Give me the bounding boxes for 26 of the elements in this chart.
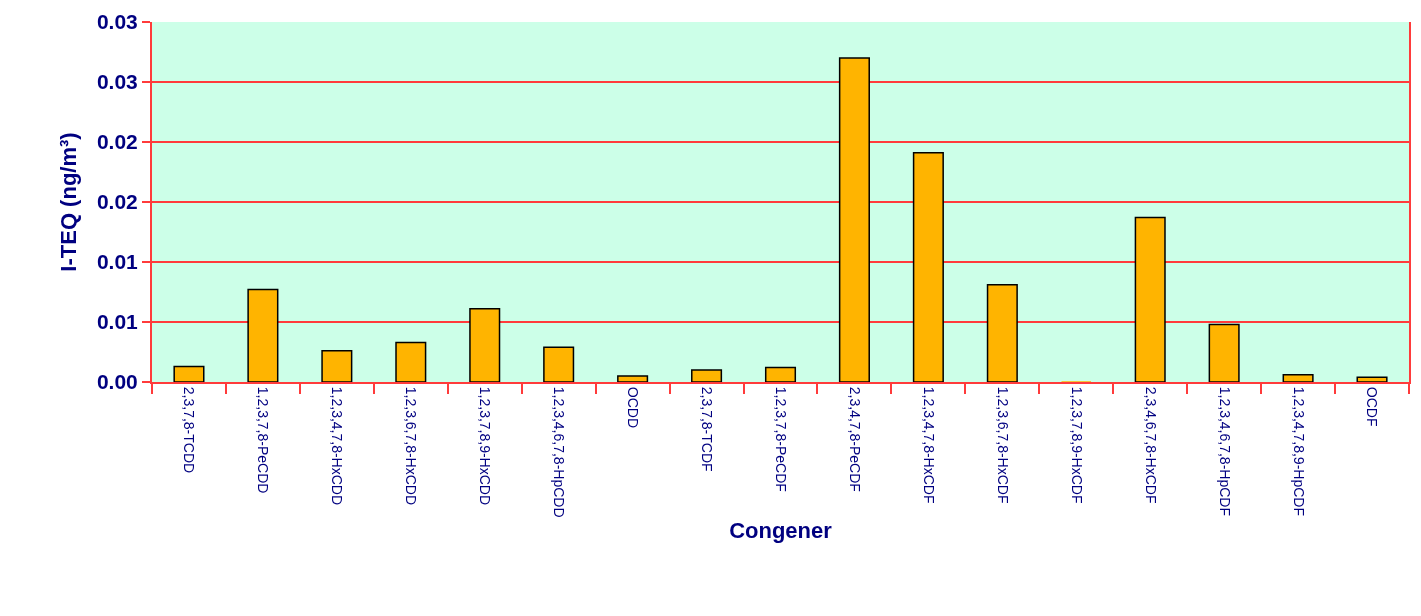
x-tick-label: 1,2,3,4,6,7,8-HpCDD (551, 386, 568, 518)
x-tick-label: 1,2,3,7,8-PeCDF (772, 386, 789, 492)
y-axis-title: I-TEQ (ng/m³) (56, 132, 82, 272)
x-tick-label: 2,3,4,7,8-PeCDF (846, 386, 863, 492)
y-tick-label: 0.03 (96, 70, 138, 94)
x-tick-label: 1,2,3,6,7,8-HxCDF (994, 386, 1011, 504)
x-tick-label: OCDD (625, 386, 642, 429)
x-tick-label: 1,2,3,7,8,9-HxCDD (477, 386, 494, 506)
x-tick-label: 1,2,3,4,7,8,9-HpCDF (1290, 386, 1307, 516)
x-tick-label: 2,3,7,8-TCDD (181, 386, 198, 474)
x-tick-label: 1,2,3,7,8,9-HxCDF (1068, 386, 1085, 504)
x-tick-label: 1,2,3,6,7,8-HxCDD (403, 386, 420, 506)
y-tick-label: 0.00 (96, 370, 138, 394)
y-tick-label: 0.02 (96, 190, 138, 214)
y-tick-label: 0.01 (96, 310, 139, 334)
x-tick-label: OCDF (1364, 386, 1381, 427)
x-tick-label: 2,3,7,8-TCDF (699, 386, 716, 472)
x-tick-label: 1,2,3,7,8-PeCDD (255, 386, 272, 494)
x-axis-title: Congener (729, 517, 833, 543)
x-tick-label: 2,3,4,6,7,8-HxCDF (1142, 386, 1159, 504)
y-tick-label: 0.03 (96, 10, 138, 34)
x-tick-label: 1,2,3,4,7,8-HxCDD (329, 386, 346, 506)
y-tick-label: 0.02 (96, 130, 138, 154)
y-tick-label: 0.01 (96, 250, 139, 274)
x-tick-label: 1,2,3,4,7,8-HxCDF (920, 386, 937, 504)
x-tick-label: 1,2,3,4,6,7,8-HpCDF (1216, 386, 1233, 516)
